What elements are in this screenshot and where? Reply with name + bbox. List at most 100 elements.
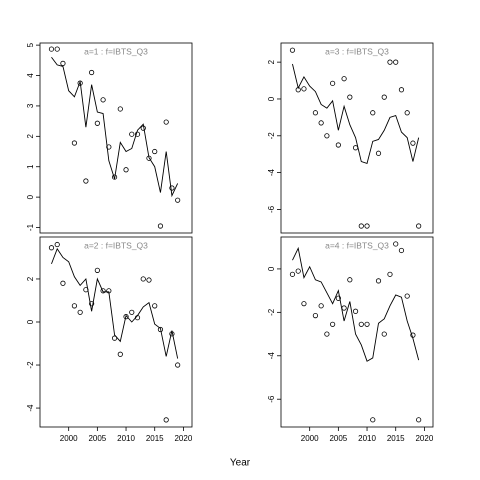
data-point bbox=[410, 140, 416, 146]
data-point bbox=[71, 140, 78, 146]
data-point bbox=[106, 144, 112, 150]
data-point bbox=[94, 120, 100, 126]
panel-title: a=4 : f=IBTS_Q3 bbox=[325, 240, 389, 250]
data-point bbox=[375, 150, 382, 156]
data-point bbox=[94, 267, 100, 273]
panel-title: a=2 : f=IBTS_Q3 bbox=[84, 240, 148, 250]
x-tick-label: 2005 bbox=[88, 434, 106, 443]
data-point bbox=[347, 94, 353, 100]
data-point bbox=[71, 303, 78, 309]
y-tick-label: -4 bbox=[267, 352, 276, 360]
fit-line bbox=[292, 63, 420, 164]
x-axis-label: Year bbox=[230, 458, 251, 469]
data-point bbox=[318, 303, 324, 309]
y-tick-label: -4 bbox=[26, 404, 35, 412]
data-point bbox=[117, 351, 123, 357]
data-point bbox=[358, 321, 364, 327]
y-tick-label: -1 bbox=[26, 223, 35, 231]
data-point bbox=[100, 97, 106, 103]
data-point bbox=[358, 223, 364, 229]
data-point bbox=[335, 142, 341, 148]
x-tick-label: 2020 bbox=[415, 434, 433, 443]
data-point bbox=[347, 277, 353, 283]
data-point bbox=[48, 245, 55, 251]
x-tick-label: 2005 bbox=[329, 434, 347, 443]
data-point bbox=[117, 106, 123, 112]
data-point bbox=[301, 301, 307, 307]
panel-title: a=1 : f=IBTS_Q3 bbox=[84, 46, 148, 56]
data-point bbox=[352, 145, 359, 151]
data-point bbox=[387, 271, 393, 277]
data-point bbox=[157, 326, 164, 333]
fit-line bbox=[292, 246, 420, 362]
data-point bbox=[364, 321, 370, 327]
data-point bbox=[312, 110, 319, 116]
data-point bbox=[330, 80, 336, 86]
data-point bbox=[375, 278, 382, 284]
data-point bbox=[169, 185, 175, 191]
data-point bbox=[175, 197, 181, 203]
data-point bbox=[111, 174, 118, 180]
data-point bbox=[175, 362, 181, 368]
panel: a=1 : f=IBTS_Q3 -1 0 1 2 3 4 5 bbox=[26, 42, 193, 234]
data-point bbox=[381, 331, 387, 337]
data-point bbox=[318, 120, 324, 126]
data-point bbox=[289, 271, 296, 277]
plot-frame bbox=[39, 42, 193, 234]
panel: a=3 : f=IBTS_Q3 -6 -4 -2 0 2 bbox=[267, 42, 434, 234]
y-tick-label: 2 bbox=[26, 134, 35, 139]
data-point bbox=[129, 131, 135, 137]
y-tick-label: 3 bbox=[26, 103, 35, 108]
plot-frame bbox=[280, 42, 434, 234]
y-tick-label: 2 bbox=[267, 59, 276, 64]
data-point bbox=[157, 223, 164, 229]
data-point bbox=[48, 46, 55, 52]
y-tick-label: 0 bbox=[267, 266, 276, 271]
data-point bbox=[393, 59, 399, 65]
data-point bbox=[60, 280, 66, 286]
data-point bbox=[54, 241, 60, 248]
x-tick-label: 2010 bbox=[358, 434, 376, 443]
plot-frame bbox=[280, 236, 434, 428]
data-point bbox=[134, 131, 141, 137]
data-point bbox=[324, 331, 330, 337]
data-point bbox=[416, 417, 422, 423]
data-point bbox=[123, 314, 129, 320]
data-point bbox=[393, 241, 399, 247]
plot-frame bbox=[39, 236, 193, 428]
data-point bbox=[163, 119, 169, 125]
fit-line bbox=[51, 57, 179, 198]
data-point bbox=[398, 87, 405, 93]
data-point bbox=[111, 335, 118, 341]
data-point bbox=[312, 313, 319, 319]
data-point bbox=[364, 223, 370, 229]
x-tick-label: 2000 bbox=[301, 434, 319, 443]
data-point bbox=[129, 309, 135, 315]
data-point bbox=[83, 178, 89, 184]
data-point bbox=[123, 167, 129, 173]
data-point bbox=[370, 110, 376, 116]
data-point bbox=[352, 308, 359, 314]
data-point bbox=[404, 110, 410, 116]
data-point bbox=[152, 148, 158, 155]
x-tick-label: 2000 bbox=[60, 434, 78, 443]
data-point bbox=[77, 309, 83, 315]
x-tick-label: 2015 bbox=[146, 434, 164, 443]
data-point bbox=[341, 76, 347, 82]
data-point bbox=[60, 60, 66, 66]
data-point bbox=[77, 80, 83, 86]
x-tick-label: 2015 bbox=[387, 434, 405, 443]
data-point bbox=[341, 305, 347, 311]
data-point bbox=[387, 59, 393, 65]
y-tick-label: 2 bbox=[26, 276, 35, 281]
y-tick-label: -2 bbox=[267, 308, 276, 316]
data-point bbox=[301, 86, 307, 92]
data-point bbox=[289, 47, 296, 53]
data-point bbox=[335, 295, 341, 301]
data-point bbox=[54, 46, 60, 52]
data-point bbox=[404, 293, 410, 299]
data-point bbox=[370, 417, 376, 423]
y-tick-label: 0 bbox=[267, 96, 276, 101]
data-point bbox=[163, 417, 169, 423]
